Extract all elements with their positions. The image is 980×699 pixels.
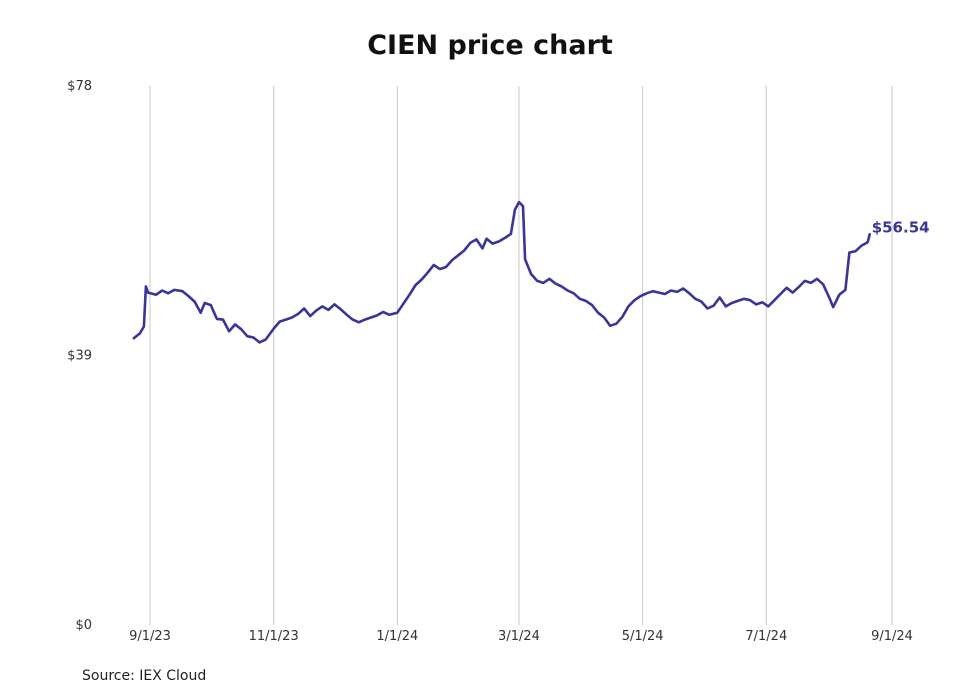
price-line [132, 200, 871, 344]
x-tick-label: 7/1/24 [745, 629, 787, 644]
chart-title: CIEN price chart [367, 30, 613, 61]
x-tick-label: 3/1/24 [498, 629, 540, 644]
vertical-grid [149, 86, 893, 625]
y-tick-label: $0 [75, 618, 92, 633]
x-tick-label: 11/1/23 [249, 629, 299, 644]
x-tick-label: 9/1/24 [871, 629, 913, 644]
x-tick-label: 5/1/24 [622, 629, 664, 644]
x-axis-ticks: 9/1/23 11/1/23 1/1/24 3/1/24 5/1/24 7/1/24 9/1… [129, 629, 913, 644]
y-tick-label: $39 [67, 349, 92, 364]
x-tick-label: 9/1/23 [129, 629, 171, 644]
y-axis-ticks: $0 $39 $78 [67, 79, 92, 633]
y-tick-label: $78 [67, 79, 92, 94]
last-price-label: $56.54 [872, 218, 930, 236]
x-tick-label: 1/1/24 [376, 629, 418, 644]
source-note: Source: IEX Cloud [82, 668, 207, 684]
